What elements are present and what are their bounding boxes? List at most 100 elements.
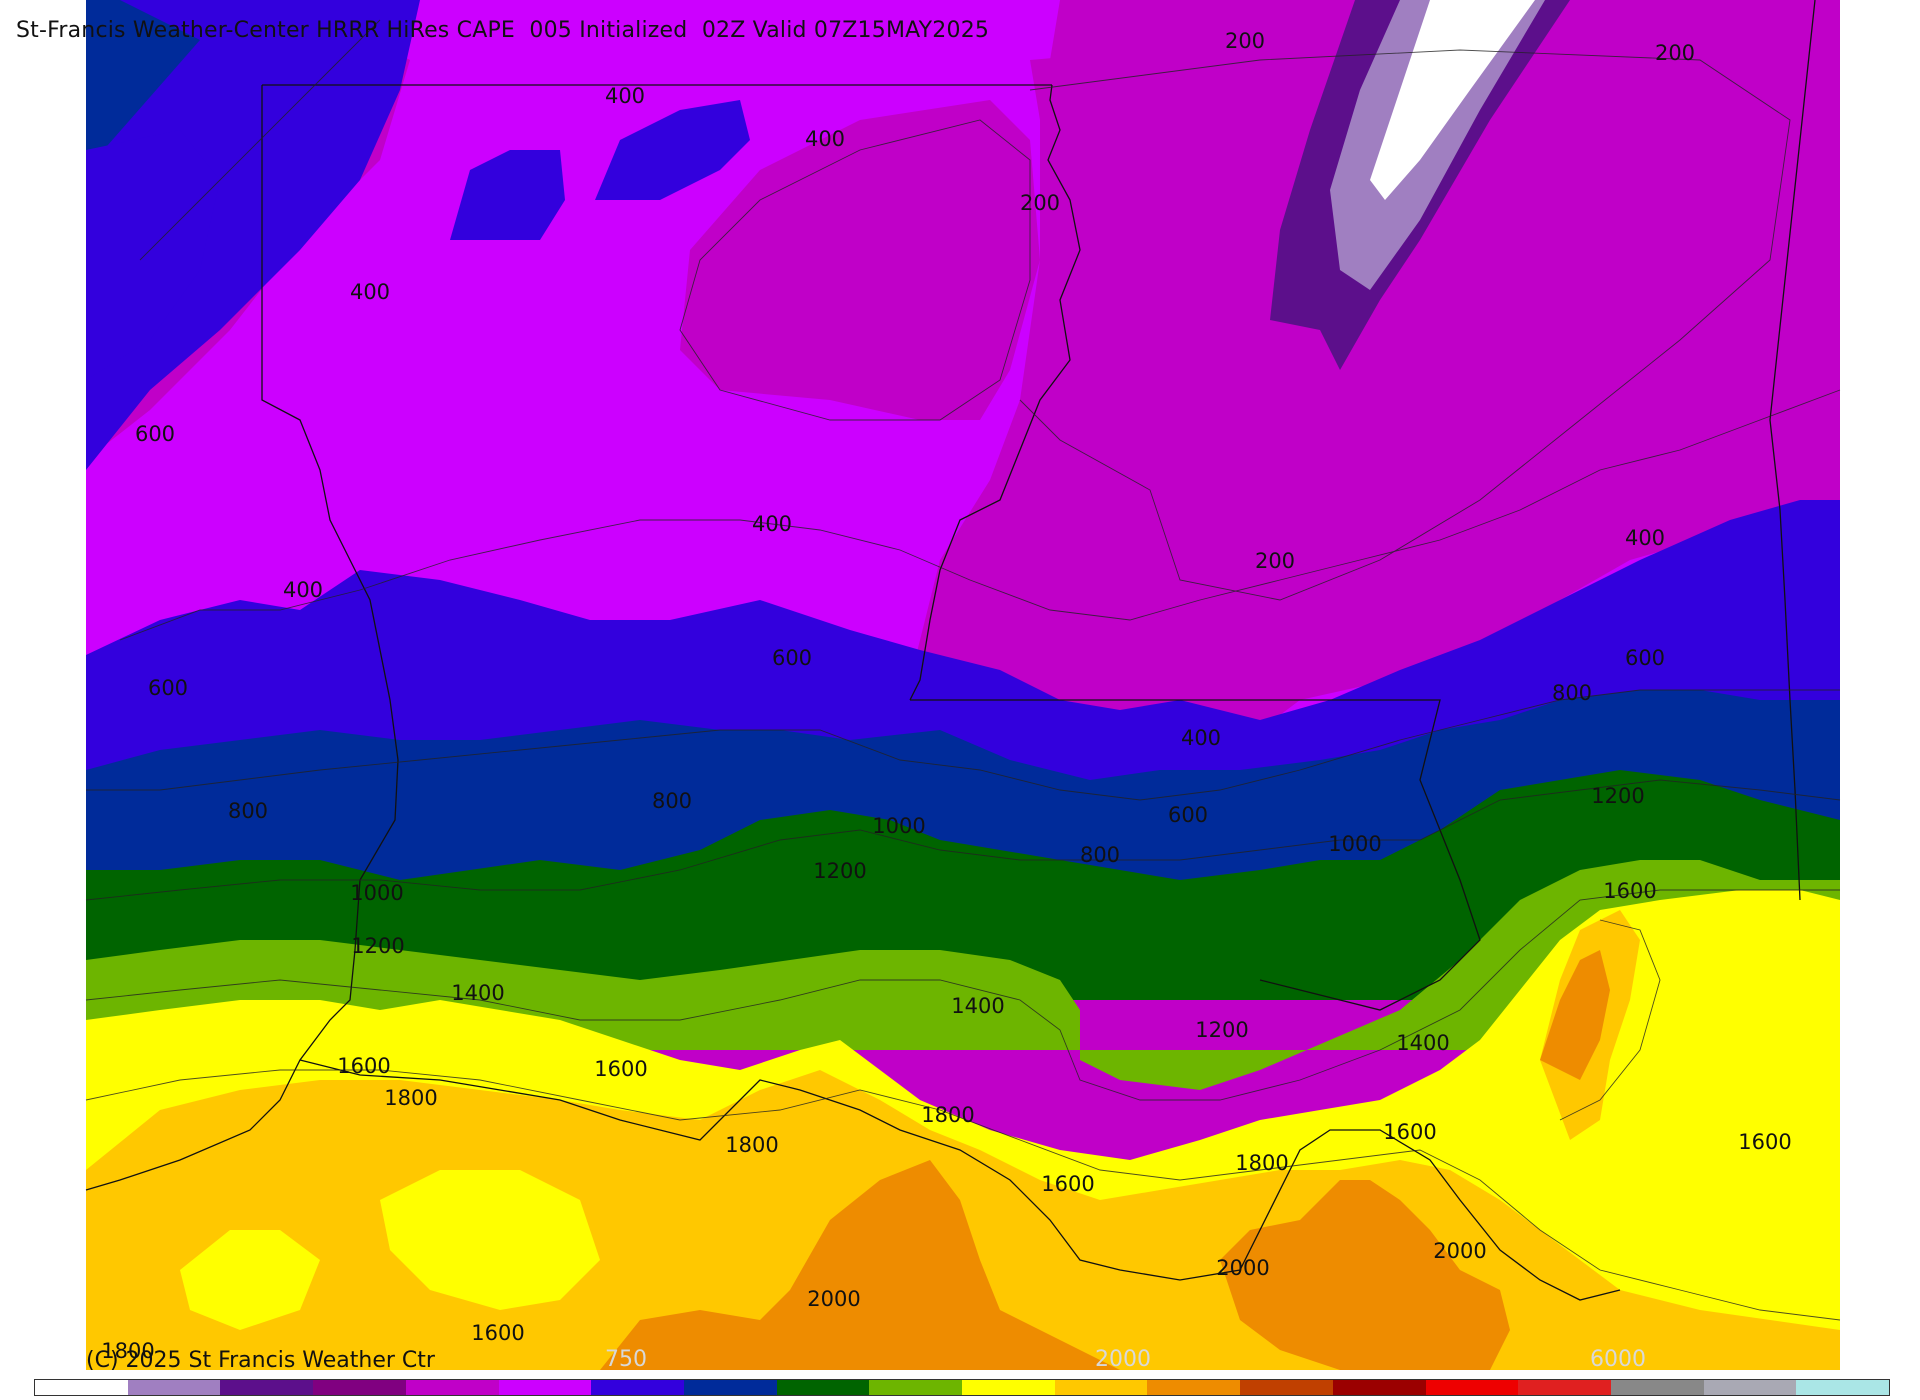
map-title: St-Francis Weather-Center HRRR HiRes CAP… <box>16 18 990 43</box>
colorbar-swatch <box>1054 1380 1148 1395</box>
contour-label: 200 <box>1225 29 1265 53</box>
contour-line <box>85 1069 1841 1321</box>
contour-line <box>85 779 1841 901</box>
cape-fill-orange2 <box>1220 1180 1510 1370</box>
colorbar-swatch <box>1518 1380 1611 1395</box>
contour-label: 1200 <box>813 859 866 883</box>
contour-label: 1800 <box>921 1103 974 1127</box>
colorbar-swatch <box>1332 1380 1426 1395</box>
contour-label: 1600 <box>1383 1120 1436 1144</box>
colorbar-swatch <box>313 1380 406 1395</box>
boundary-west <box>85 85 399 1191</box>
colorbar-swatch <box>591 1380 684 1395</box>
contour-label: 600 <box>135 422 175 446</box>
boundary-east-central <box>910 699 1481 1011</box>
contour-label: 1800 <box>1235 1151 1288 1175</box>
boundary-mid <box>909 84 1081 701</box>
colorbar-swatch <box>962 1380 1055 1395</box>
cape-fill-white <box>1370 0 1535 200</box>
cape-contours <box>85 19 1841 1321</box>
contour-label: 400 <box>1625 526 1665 550</box>
contour-line <box>86 689 1840 801</box>
contour-line <box>679 119 1031 421</box>
contour-label: 1200 <box>1195 1018 1248 1042</box>
contour-line <box>119 389 1841 641</box>
contour-label: 2000 <box>1216 1256 1269 1280</box>
contour-label: 800 <box>652 789 692 813</box>
colorbar-swatch <box>869 1380 963 1395</box>
contour-label: 2000 <box>1433 1239 1486 1263</box>
cape-fill-lavender <box>1330 0 1545 290</box>
contour-label: 200 <box>1655 41 1695 65</box>
colorbar-swatch <box>1240 1380 1333 1395</box>
contour-label: 600 <box>148 676 188 700</box>
contour-label: 1200 <box>351 934 404 958</box>
cape-fill-navy-band <box>86 690 1840 900</box>
colorbar-swatch <box>1703 1380 1797 1395</box>
contour-label: 1600 <box>594 1057 647 1081</box>
colorbar-swatch <box>127 1380 221 1395</box>
colorbar-swatch <box>1147 1380 1241 1395</box>
contour-label: 800 <box>228 799 268 823</box>
contour-label: 1600 <box>471 1321 524 1345</box>
cape-fill-navy <box>86 0 200 170</box>
colorbar-swatch <box>1796 1380 1890 1395</box>
contour-label: 2000 <box>807 1287 860 1311</box>
contour-label: 1000 <box>872 814 925 838</box>
contour-label: 400 <box>752 512 792 536</box>
contour-label: 1800 <box>101 1339 154 1363</box>
colorbar-swatch <box>35 1380 128 1395</box>
contour-label: 1200 <box>1591 784 1644 808</box>
contour-label: 1600 <box>1603 879 1656 903</box>
contour-label: 1800 <box>725 1133 778 1157</box>
cape-fill-blue <box>86 0 420 470</box>
contour-line <box>1019 49 1791 601</box>
contour-label: 1600 <box>1738 1130 1791 1154</box>
cape-fill-orange1 <box>600 1160 1120 1370</box>
contour-line <box>85 889 1840 1101</box>
contour-label: 1000 <box>1328 832 1381 856</box>
cape-fill-blue-west <box>86 130 220 380</box>
contour-label: 1400 <box>451 981 504 1005</box>
cape-fill-orange3 <box>1540 950 1610 1080</box>
contour-label: 200 <box>1255 549 1295 573</box>
contour-label: 1600 <box>337 1054 390 1078</box>
boundary-east <box>1769 0 1816 901</box>
contour-line <box>1559 919 1661 1121</box>
contour-label: 1400 <box>951 994 1004 1018</box>
colorbar-swatch <box>1425 1380 1519 1395</box>
contour-label: 400 <box>283 578 323 602</box>
colorbar-tick-label: 6000 <box>1590 1347 1646 1372</box>
colorbar-tick-label: 750 <box>605 1347 647 1372</box>
colorbar-swatch <box>220 1380 314 1395</box>
state-boundaries <box>85 0 1816 1301</box>
contour-label: 600 <box>772 646 812 670</box>
colorbar-tick-label: 2000 <box>1095 1347 1151 1372</box>
cape-fill-yellow-pocket1 <box>180 1230 320 1330</box>
colorbar-swatch <box>683 1380 777 1395</box>
cape-fill-magenta-east <box>1020 30 1800 620</box>
contour-label: 1000 <box>350 881 403 905</box>
colorbar-swatch <box>776 1380 870 1395</box>
boundary-coast <box>299 1059 1621 1301</box>
contour-label: 1400 <box>1396 1031 1449 1055</box>
contour-line <box>139 19 381 261</box>
contour-label: 400 <box>350 280 390 304</box>
cape-fill-yellow-pocket2 <box>380 1170 600 1310</box>
colorbar <box>34 1379 1890 1396</box>
colorbar-swatch <box>405 1380 499 1395</box>
contour-label: 1600 <box>1041 1172 1094 1196</box>
contour-label: 400 <box>805 127 845 151</box>
contour-label: 1800 <box>384 1086 437 1110</box>
colorbar-swatch <box>1610 1380 1704 1395</box>
contour-label: 200 <box>1020 191 1060 215</box>
cape-fill-magenta-interior <box>680 100 1040 420</box>
contour-label: 800 <box>1080 843 1120 867</box>
contour-label: 600 <box>1168 803 1208 827</box>
contour-label: 800 <box>1552 681 1592 705</box>
cape-fill-blue-blob2 <box>595 100 750 200</box>
cape-fill-dark-green <box>86 770 1840 1000</box>
copyright-notice: (C) 2025 St Francis Weather Ctr <box>86 1348 435 1373</box>
colorbar-swatch <box>498 1380 592 1395</box>
